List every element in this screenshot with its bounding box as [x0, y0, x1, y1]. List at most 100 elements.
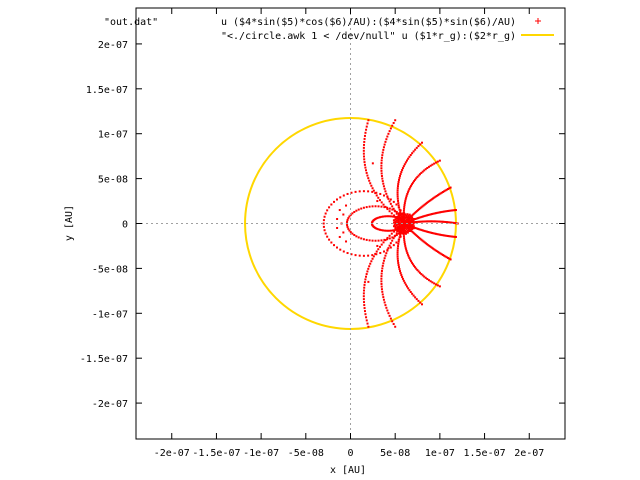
data-point [390, 215, 393, 218]
data-point [333, 200, 336, 203]
data-point [412, 213, 415, 216]
data-point [401, 167, 404, 170]
data-point [386, 248, 389, 251]
data-point [381, 180, 384, 183]
data-point [410, 215, 413, 218]
data-point [395, 232, 398, 235]
data-point [401, 275, 404, 278]
data-point [426, 201, 429, 204]
data-point [388, 314, 391, 317]
data-point [421, 205, 424, 208]
data-point [363, 283, 366, 286]
data-point [383, 187, 386, 190]
data-point [401, 224, 404, 227]
data-point [415, 217, 418, 220]
data-point [392, 219, 395, 222]
data-point [435, 212, 438, 215]
data-point [427, 220, 430, 223]
data-point [388, 207, 391, 210]
data-point [431, 213, 434, 216]
data-point [397, 221, 400, 224]
data-point [368, 205, 371, 208]
data-point [397, 238, 400, 241]
data-point [384, 140, 387, 143]
data-point [406, 193, 409, 196]
data-point [404, 161, 407, 164]
data-point [380, 277, 383, 280]
data-point [409, 226, 412, 229]
data-point [399, 233, 402, 236]
data-point [397, 264, 400, 267]
data-point [392, 237, 395, 240]
data-point [396, 247, 399, 250]
data-point [401, 217, 404, 220]
data-point [407, 218, 410, 221]
data-point [386, 236, 389, 239]
data-point [418, 236, 421, 239]
data-point [449, 258, 452, 261]
data-point [401, 229, 404, 232]
data-point [398, 176, 401, 179]
data-point [416, 217, 419, 220]
data-point [386, 196, 389, 199]
data-point [371, 257, 374, 260]
data-point [400, 225, 403, 228]
data-point [402, 214, 405, 217]
x-tick-label: 1.5e-07 [463, 448, 505, 459]
data-point [377, 205, 380, 208]
plot-frame [135, 7, 566, 440]
data-point [397, 223, 400, 226]
data-point [381, 177, 384, 180]
data-point [441, 191, 444, 194]
data-point [353, 234, 356, 237]
data-point [362, 254, 365, 257]
data-point [405, 221, 408, 224]
data-point [371, 254, 374, 257]
data-point [397, 206, 400, 209]
data-point [404, 200, 407, 203]
data-point [439, 192, 442, 195]
data-point [433, 232, 436, 235]
data-point [436, 284, 439, 287]
data-point [348, 229, 351, 232]
data-point [368, 239, 371, 242]
data-point [371, 205, 374, 208]
y-tick-label: 1e-07 [98, 130, 128, 141]
data-point [397, 240, 400, 243]
data-point [411, 181, 414, 184]
data-point [435, 283, 438, 286]
data-point [392, 244, 395, 247]
data-point [335, 198, 338, 201]
data-point [438, 159, 441, 162]
data-point [436, 250, 439, 253]
data-point [409, 216, 412, 219]
data-point [426, 167, 429, 170]
data-point [404, 216, 407, 219]
data-point [393, 235, 396, 238]
data-point [364, 166, 367, 169]
data-point [443, 254, 446, 257]
data-point [399, 227, 402, 230]
data-point [418, 271, 421, 274]
data-point [382, 215, 385, 218]
data-point [397, 212, 400, 215]
data-point [407, 214, 410, 217]
data-point [365, 128, 368, 131]
data-point [380, 205, 383, 208]
data-point [349, 231, 352, 234]
data-point [363, 137, 366, 140]
data-point [380, 175, 383, 178]
data-point [386, 309, 389, 312]
data-point [421, 239, 424, 242]
data-point [392, 121, 395, 124]
data-point [414, 218, 417, 221]
data-point [405, 218, 408, 221]
data-point [380, 229, 383, 232]
data-point [433, 248, 436, 251]
data-point [412, 294, 415, 297]
data-point [387, 247, 390, 250]
data-point [389, 127, 392, 130]
data-point [397, 183, 400, 186]
data-point [440, 220, 443, 223]
data-point [380, 215, 383, 218]
